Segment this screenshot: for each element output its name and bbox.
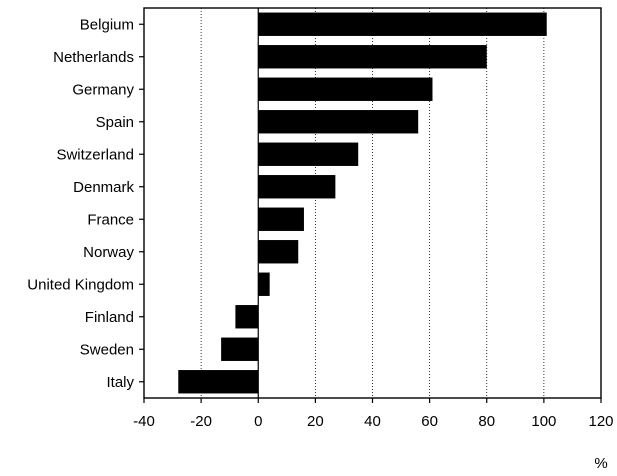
category-label: Belgium bbox=[80, 16, 134, 33]
x-tick-label: -40 bbox=[133, 413, 155, 430]
category-label: Italy bbox=[106, 374, 134, 391]
x-tick-label: 60 bbox=[421, 413, 438, 430]
x-tick-label: -20 bbox=[190, 413, 212, 430]
x-tick-label: 20 bbox=[307, 413, 324, 430]
category-label: Spain bbox=[96, 114, 134, 131]
category-label: Norway bbox=[83, 244, 134, 261]
x-tick-label: 0 bbox=[254, 413, 262, 430]
x-axis-unit-label: % bbox=[594, 455, 607, 472]
bar-germany bbox=[258, 77, 433, 101]
bar-switzerland bbox=[258, 142, 359, 166]
bars-layer bbox=[178, 12, 547, 394]
labels-layer: -40 -20 0 20 40 60 80 100 120 Belgium Netherlands G… bbox=[27, 16, 613, 430]
category-label: France bbox=[87, 211, 134, 228]
bar-spain bbox=[258, 110, 419, 134]
bar-finland bbox=[235, 305, 259, 329]
bar-italy bbox=[178, 370, 259, 394]
bar-norway bbox=[258, 240, 299, 264]
category-label: Sweden bbox=[80, 341, 134, 358]
category-label: Germany bbox=[72, 81, 134, 98]
plot-frame bbox=[143, 7, 602, 399]
category-label: United Kingdom bbox=[27, 276, 134, 293]
bar-sweden bbox=[221, 337, 259, 361]
x-tick-label: 120 bbox=[588, 413, 613, 430]
frame-layer bbox=[139, 7, 602, 403]
x-tick-label: 40 bbox=[364, 413, 381, 430]
x-tick-label: 100 bbox=[531, 413, 556, 430]
bar-belgium bbox=[258, 12, 547, 36]
x-tick-label: 80 bbox=[478, 413, 495, 430]
category-label: Finland bbox=[85, 309, 134, 326]
category-label: Denmark bbox=[73, 179, 134, 196]
bar-netherlands bbox=[258, 45, 487, 69]
category-label: Netherlands bbox=[53, 49, 134, 66]
bar-denmark bbox=[258, 175, 336, 199]
bar-united-kingdom bbox=[258, 272, 270, 296]
bar-france bbox=[258, 207, 304, 231]
category-label: Switzerland bbox=[56, 146, 134, 163]
grid-layer bbox=[200, 8, 545, 398]
